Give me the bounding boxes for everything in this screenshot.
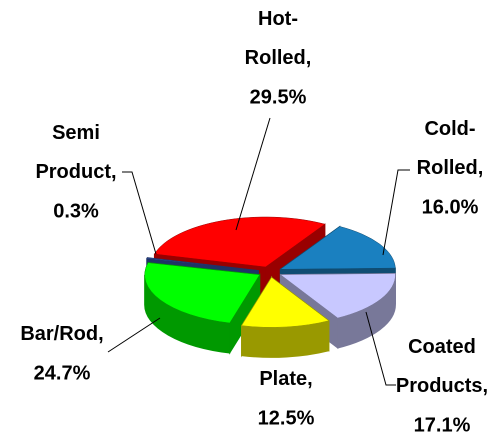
leader-line [235,117,271,231]
leader-line [107,317,161,353]
slice-label: Semi Product, [35,122,116,183]
slice [279,226,396,270]
leader-line [365,311,396,386]
label-line: Plate, [259,368,312,390]
slice [154,216,326,268]
slice [241,276,330,328]
value-label: 24.7% [34,362,91,384]
slice [144,262,261,324]
value-label: 0.3% [53,200,99,222]
label-line: Product, [35,161,116,183]
label-line: Rolled, [245,47,312,69]
label-line: Cold- [424,118,475,140]
leader-line [122,171,157,255]
label-line: Coated [408,336,476,358]
slice-label: Coated Products, [396,336,488,397]
slice-label: Bar/Rod, [20,323,103,345]
slice [146,257,259,271]
label-line: Hot- [258,8,298,30]
slice-label: Cold- Rolled, [417,118,484,179]
value-label: 16.0% [422,196,479,218]
slice-label: Hot- Rolled, [245,8,312,69]
label-line: Rolled, [417,157,484,179]
slice-label: Plate, [259,368,312,390]
value-label: 12.5% [258,407,315,429]
slice [279,273,396,319]
value-label: 29.5% [250,86,307,108]
label-line: Bar/Rod, [20,323,103,345]
label-line: Products, [396,375,488,397]
leader-line [382,169,410,256]
label-line: Semi [52,122,100,144]
value-label: 17.1% [414,414,471,436]
